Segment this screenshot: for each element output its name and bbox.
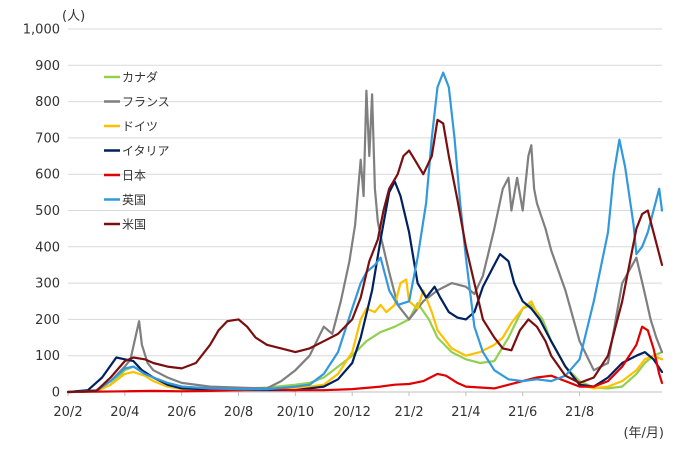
y-tick-label: 1,000 [23,23,60,38]
x-tick-label: 20/4 [110,405,139,420]
y-tick-label: 200 [35,313,60,328]
y-tick-label: 400 [35,240,60,255]
x-tick-label: 21/4 [451,405,480,420]
y-tick-label: 700 [35,131,60,146]
y-tick-label: 500 [35,204,60,219]
x-tick-label: 21/8 [565,405,594,420]
series-line-7 [66,118,664,394]
legend-label: フランス [122,95,170,109]
y-tick-label: 100 [35,349,60,364]
y-tick-label: 800 [35,95,60,110]
y-tick-label: 900 [35,59,60,74]
series-group [66,71,664,394]
legend-label: イタリア [122,144,170,158]
x-tick-label: 21/6 [508,405,537,420]
y-axis: 0 100 200 300 400 500 600 700 800 900 1,000 [23,23,60,401]
series-line-2 [66,89,664,394]
legend-label: 英国 [122,193,146,207]
x-unit-label: (年/月) [623,426,664,441]
y-tick-label: 300 [35,277,60,292]
x-axis: 20/2 20/4 20/6 20/8 20/10 20/12 21/2 21/4 21/6 21… [53,392,594,420]
x-tick-label: 21/2 [394,405,423,420]
legend-label: ドイツ [122,120,158,134]
x-tick-label: 20/12 [333,405,370,420]
y-tick-label: 0 [52,386,60,401]
legend-label: カナダ [122,70,158,85]
x-tick-label: 20/6 [167,405,196,420]
series-line-6 [66,71,664,394]
legend-label: 米国 [122,218,146,232]
x-tick-label: 20/10 [277,405,314,420]
y-tick-label: 600 [35,168,60,183]
x-tick-label: 20/8 [224,405,253,420]
legend-label: 日本 [122,169,146,183]
y-unit-label: (人) [62,9,85,24]
series-line-4 [66,180,664,394]
grid [68,28,662,393]
x-tick-label: 20/2 [53,405,82,420]
